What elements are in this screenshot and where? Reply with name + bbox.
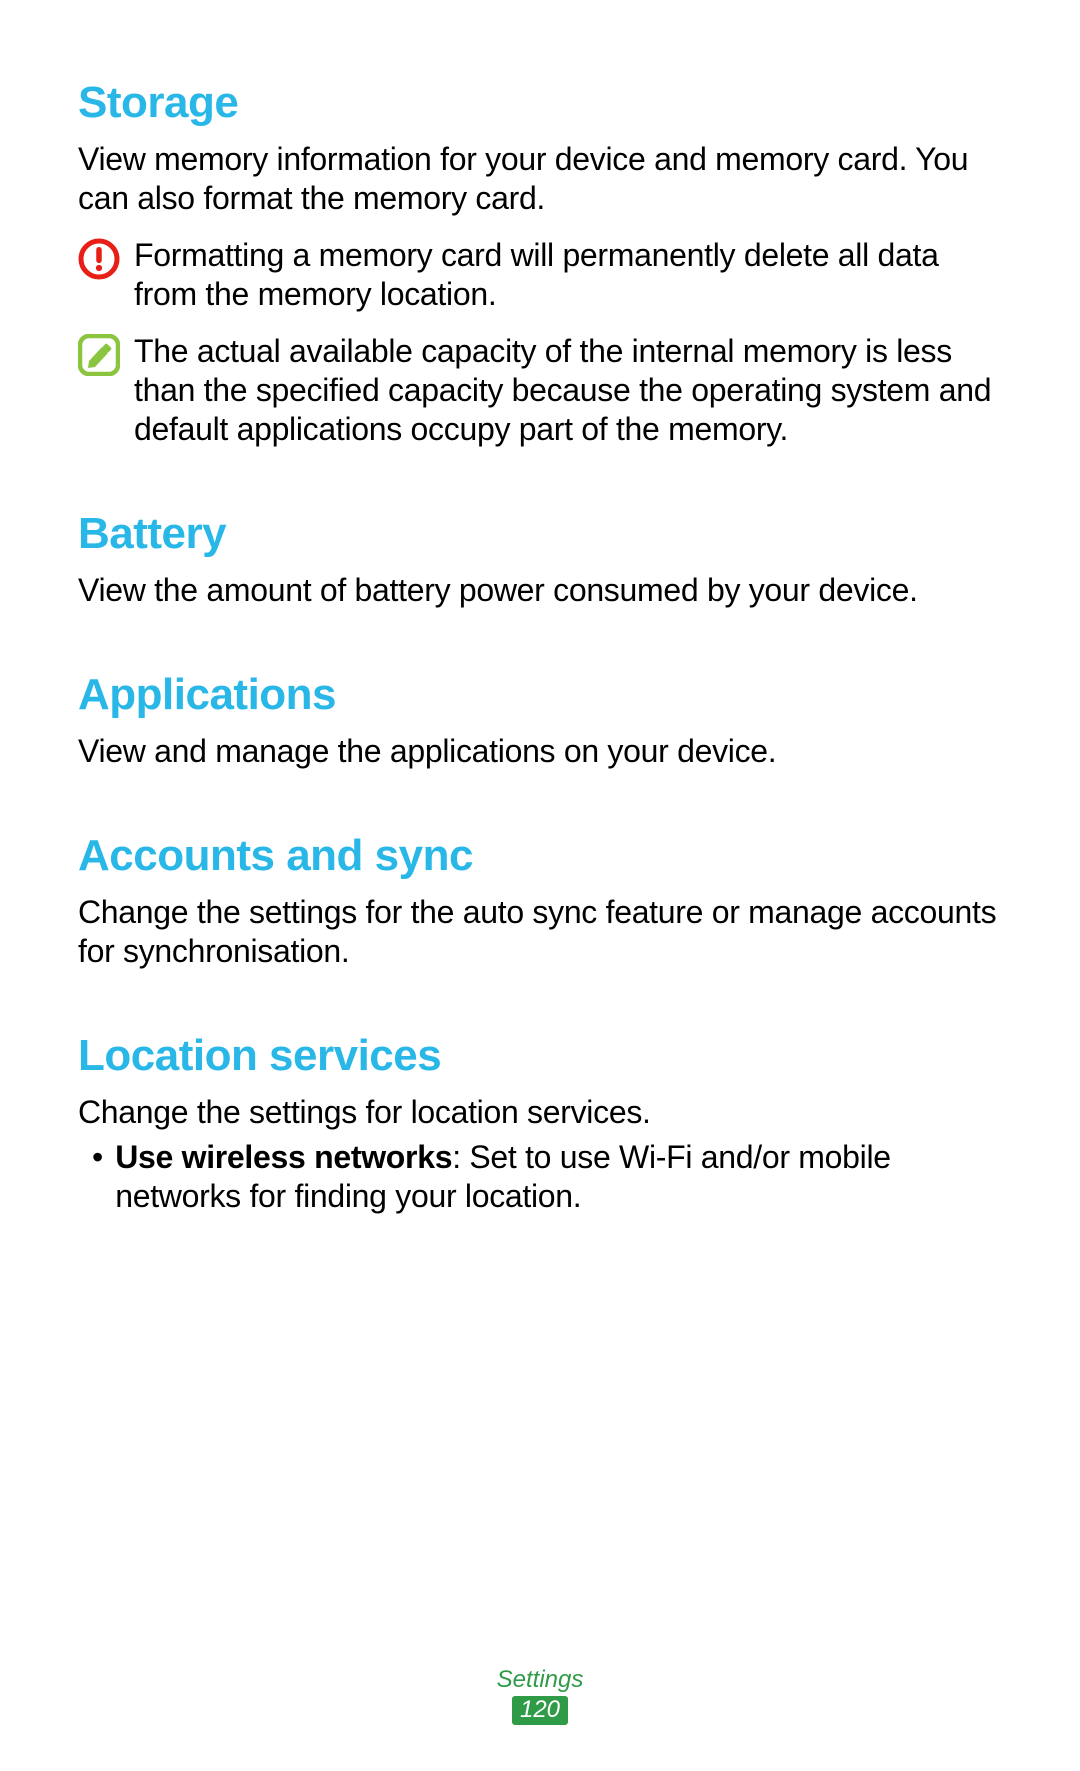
note-text: The actual available capacity of the int… [134,332,1002,449]
footer-section-label: Settings [0,1666,1080,1694]
heading-storage: Storage [78,78,1002,128]
bullet-label: Use wireless networks [115,1139,452,1175]
note-icon [78,334,120,376]
battery-body: View the amount of battery power consume… [78,571,1002,610]
heading-accounts: Accounts and sync [78,831,1002,881]
document-page: Storage View memory information for your… [0,0,1080,1771]
note-row: The actual available capacity of the int… [78,332,1002,449]
applications-body: View and manage the applications on your… [78,732,1002,771]
page-number-badge: 120 [512,1696,568,1725]
heading-location: Location services [78,1031,1002,1081]
warning-icon [78,238,120,280]
warning-row: Formatting a memory card will permanentl… [78,236,1002,314]
bullet-dot: • [92,1138,103,1177]
heading-battery: Battery [78,509,1002,559]
page-footer: Settings 120 [0,1666,1080,1725]
location-body: Change the settings for location service… [78,1093,1002,1132]
storage-body: View memory information for your device … [78,140,1002,218]
accounts-body: Change the settings for the auto sync fe… [78,893,1002,971]
heading-applications: Applications [78,670,1002,720]
warning-text: Formatting a memory card will permanentl… [134,236,1002,314]
location-bullet: • Use wireless networks: Set to use Wi-F… [78,1138,1002,1216]
bullet-text: Use wireless networks: Set to use Wi-Fi … [115,1138,1002,1216]
